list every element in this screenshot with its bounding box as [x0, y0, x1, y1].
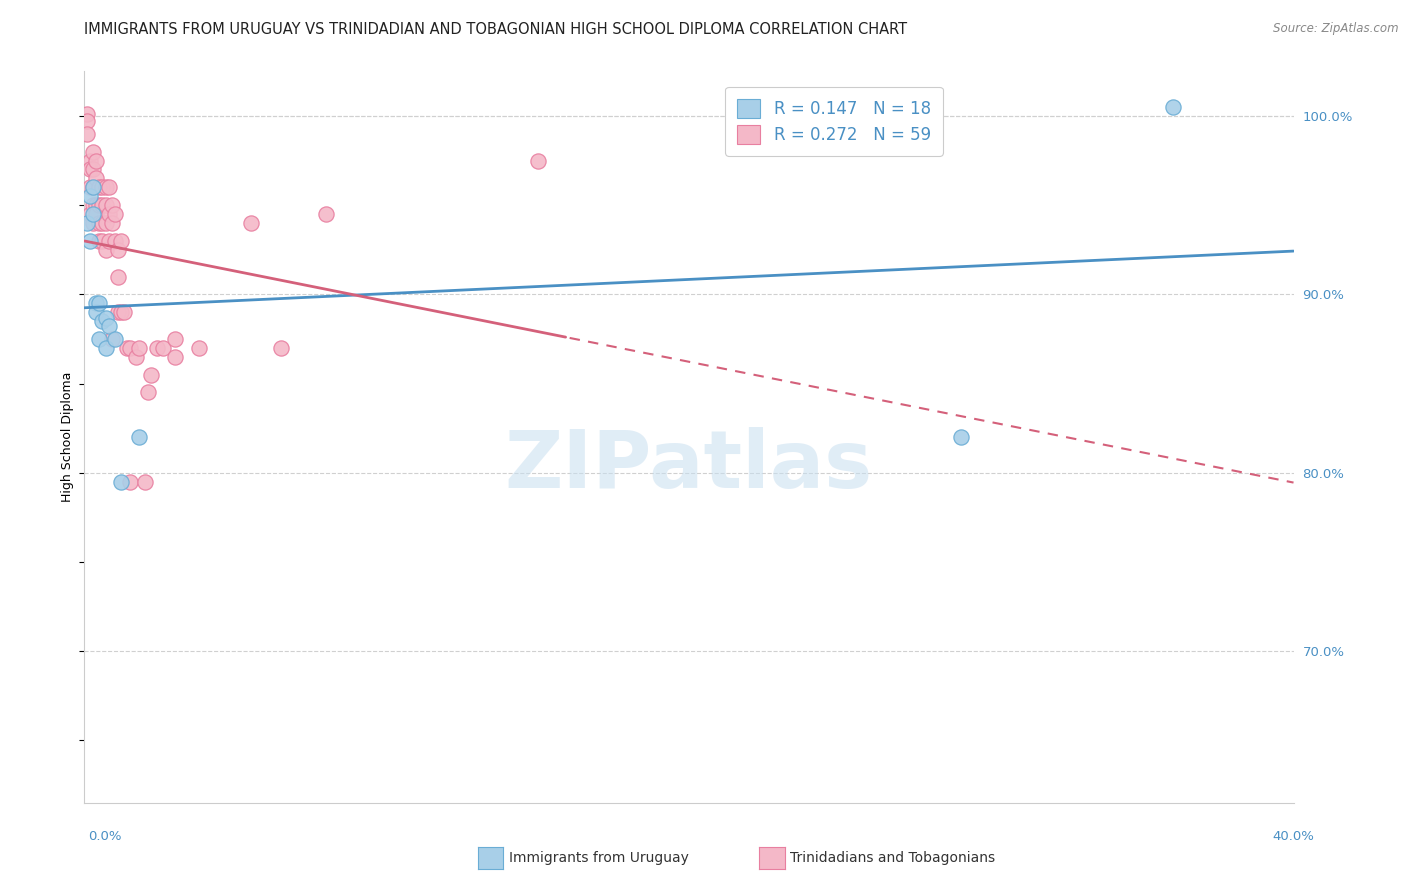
Point: [79, 234, 101, 248]
Point: [79, 189, 101, 203]
Point: [89, 180, 111, 194]
Point: [315, 207, 337, 221]
Point: [89, 296, 111, 310]
Point: [89, 198, 111, 212]
Point: [79, 153, 101, 168]
Point: [82, 162, 104, 177]
Point: [125, 350, 148, 364]
Point: [165, 332, 187, 346]
Point: [100, 332, 122, 346]
Point: [82, 216, 104, 230]
Point: [136, 385, 159, 400]
Point: [91, 314, 114, 328]
Point: [110, 305, 132, 319]
Point: [110, 234, 132, 248]
Point: [91, 198, 114, 212]
Point: [94, 341, 117, 355]
Point: [97, 207, 120, 221]
Point: [107, 305, 129, 319]
Point: [104, 234, 127, 248]
Point: [89, 332, 111, 346]
Point: [82, 180, 104, 194]
Point: [82, 180, 104, 194]
Point: [79, 180, 101, 194]
Point: [146, 341, 169, 355]
Text: 0.0%: 0.0%: [89, 830, 122, 843]
Point: [86, 296, 108, 310]
Point: [100, 198, 122, 212]
Point: [91, 234, 114, 248]
Point: [86, 305, 108, 319]
Point: [118, 341, 141, 355]
Point: [107, 243, 129, 257]
Point: [104, 207, 127, 221]
Point: [1161, 100, 1184, 114]
Point: [89, 234, 111, 248]
Point: [79, 162, 101, 177]
Text: Immigrants from Uruguay: Immigrants from Uruguay: [509, 851, 689, 865]
Point: [82, 198, 104, 212]
Point: [94, 310, 117, 325]
Point: [86, 171, 108, 186]
Point: [76, 216, 98, 230]
Point: [86, 198, 108, 212]
Point: [76, 127, 98, 141]
Text: IMMIGRANTS FROM URUGUAY VS TRINIDADIAN AND TOBAGONIAN HIGH SCHOOL DIPLOMA CORREL: IMMIGRANTS FROM URUGUAY VS TRINIDADIAN A…: [84, 22, 907, 37]
Point: [134, 475, 156, 489]
Point: [86, 207, 108, 221]
Point: [128, 341, 150, 355]
Point: [76, 107, 98, 121]
Text: Source: ZipAtlas.com: Source: ZipAtlas.com: [1274, 22, 1399, 36]
Point: [86, 153, 108, 168]
Point: [94, 198, 117, 212]
Point: [97, 319, 120, 334]
Point: [89, 216, 111, 230]
Y-axis label: High School Diploma: High School Diploma: [60, 372, 75, 502]
Point: [100, 216, 122, 230]
Point: [950, 430, 973, 444]
Point: [97, 234, 120, 248]
Point: [270, 341, 292, 355]
Point: [79, 207, 101, 221]
Point: [107, 269, 129, 284]
Point: [110, 475, 132, 489]
Point: [82, 145, 104, 159]
Point: [94, 180, 117, 194]
Point: [118, 475, 141, 489]
Text: 40.0%: 40.0%: [1272, 830, 1315, 843]
Point: [112, 305, 135, 319]
Point: [239, 216, 262, 230]
Point: [115, 341, 138, 355]
Text: Trinidadians and Tobagonians: Trinidadians and Tobagonians: [790, 851, 995, 865]
Point: [94, 243, 117, 257]
Point: [165, 350, 187, 364]
Legend: R = 0.147   N = 18, R = 0.272   N = 59: R = 0.147 N = 18, R = 0.272 N = 59: [725, 87, 942, 155]
Point: [97, 180, 120, 194]
Point: [139, 368, 162, 382]
Point: [152, 341, 174, 355]
Point: [527, 153, 550, 168]
Point: [128, 430, 150, 444]
Point: [94, 216, 117, 230]
Point: [76, 114, 98, 128]
Text: ZIPatlas: ZIPatlas: [505, 427, 873, 506]
Point: [91, 216, 114, 230]
Point: [91, 180, 114, 194]
Point: [188, 341, 211, 355]
Point: [104, 332, 127, 346]
Point: [82, 207, 104, 221]
